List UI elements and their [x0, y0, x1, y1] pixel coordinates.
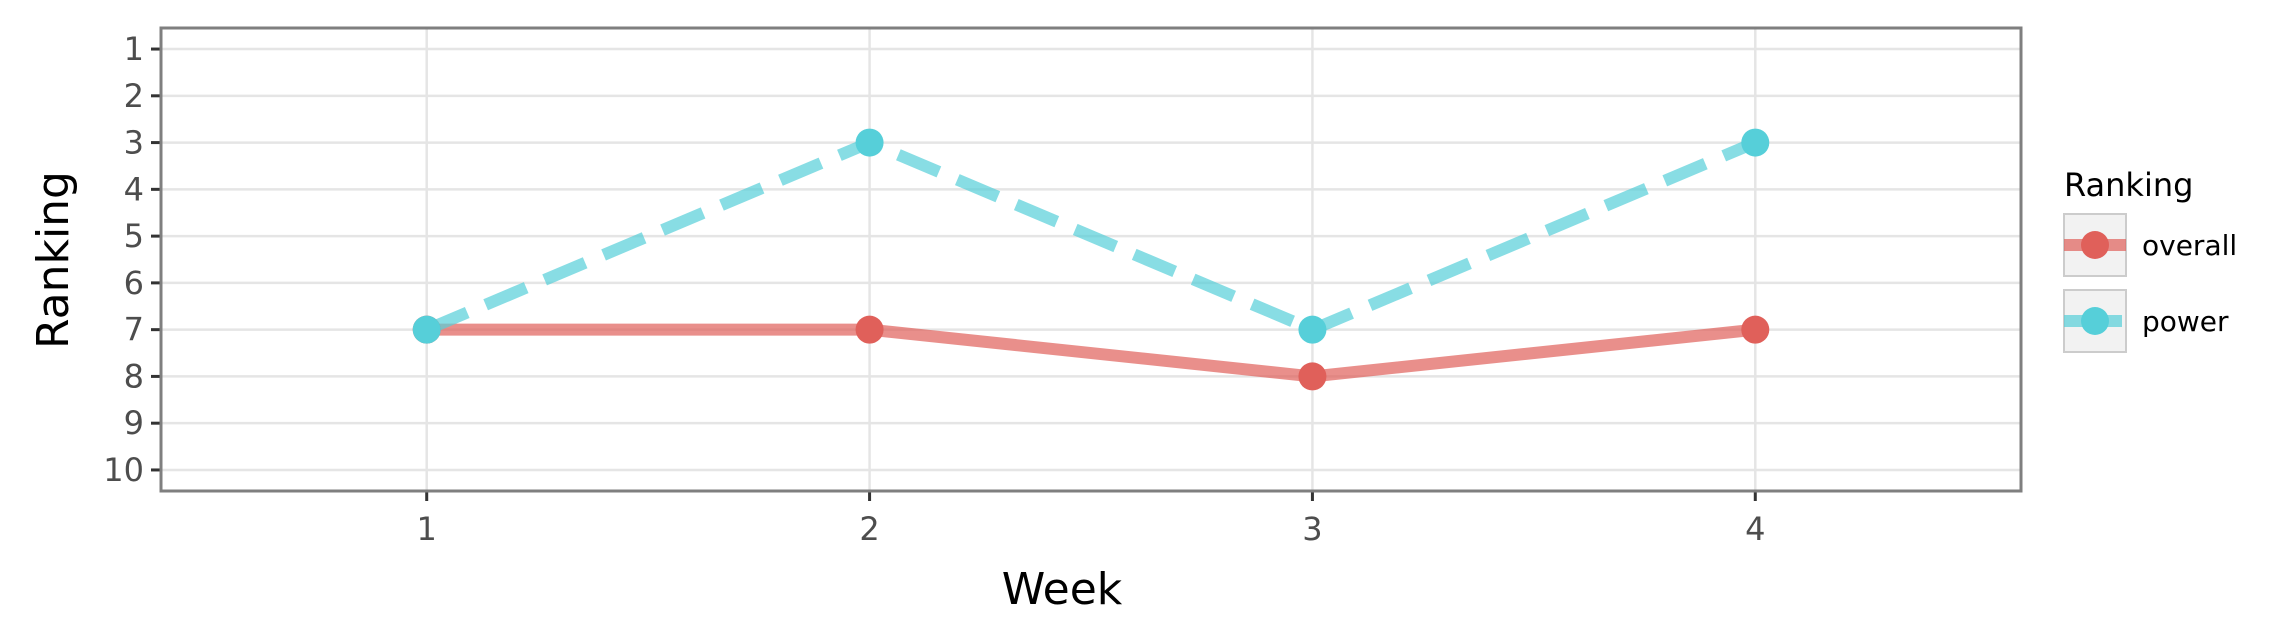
series-line-power	[424, 136, 1758, 337]
y-axis-ticks: 1 2 3 4 5 6 7 8 9 10	[103, 30, 161, 489]
y-tick-label: 9	[124, 404, 144, 442]
y-tick-label: 7	[124, 311, 144, 349]
legend-title: Ranking	[2064, 166, 2193, 204]
x-tick-label: 2	[859, 510, 879, 548]
legend-marker-power	[2081, 307, 2109, 335]
legend: Ranking overall power	[2063, 166, 2237, 353]
x-tick-label: 4	[1745, 510, 1765, 548]
plot-background	[161, 28, 2021, 491]
plot-border	[159, 26, 2023, 493]
x-axis-ticks: 1 2 3 4	[417, 491, 1765, 548]
y-tick-label: 3	[124, 124, 144, 162]
y-tick-label: 2	[124, 77, 144, 115]
y-tick-label: 8	[124, 357, 144, 395]
data-point-power	[855, 128, 884, 157]
series-line-overall	[426, 323, 1756, 383]
y-tick-label: 10	[103, 451, 144, 489]
x-tick-label: 1	[417, 510, 437, 548]
y-axis-title: Ranking	[28, 171, 79, 349]
legend-label-power: power	[2142, 305, 2229, 338]
y-tick-label: 5	[124, 217, 144, 255]
data-point-power	[1741, 128, 1770, 157]
x-tick-label: 3	[1302, 510, 1322, 548]
data-point-power	[412, 315, 441, 344]
legend-items: overall power	[2063, 213, 2237, 353]
data-point-overall	[855, 315, 884, 344]
y-tick-label: 1	[124, 30, 144, 68]
data-point-overall	[1298, 362, 1327, 391]
y-tick-label: 4	[124, 170, 144, 208]
legend-label-overall: overall	[2142, 229, 2237, 262]
y-tick-label: 6	[124, 264, 144, 302]
data-point-power	[1298, 315, 1327, 344]
series-layer	[412, 128, 1770, 391]
legend-marker-overall	[2081, 231, 2109, 259]
data-point-overall	[1741, 315, 1770, 344]
x-axis-title: Week	[1002, 564, 1123, 615]
